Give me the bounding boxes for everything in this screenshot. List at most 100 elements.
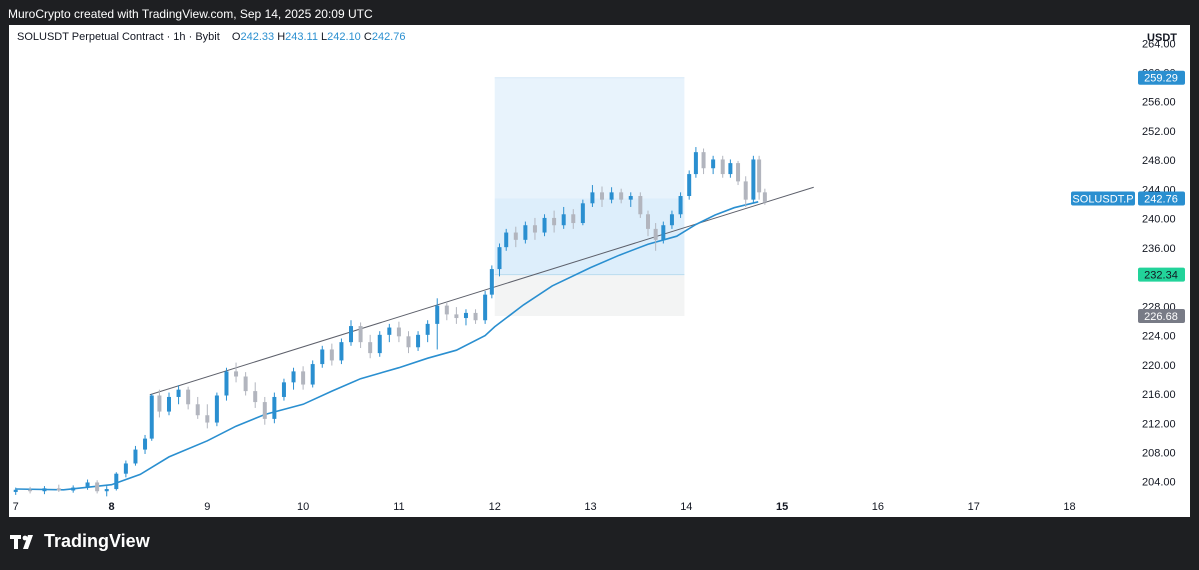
x-tick-label: 13 [584,501,596,513]
candle-body [149,395,154,439]
candle-body [176,389,181,397]
candle-body [143,438,148,450]
candle-body [609,192,614,200]
candle-body [463,312,468,319]
candle-body [571,214,576,224]
candle-body [166,396,171,412]
candle-body [95,482,100,492]
price-chart[interactable]: 204.00208.00212.00216.00220.00224.00228.… [9,25,1190,517]
open-value: 242.33 [240,31,275,43]
candle-body [214,395,219,423]
candle-body [310,364,315,385]
candle-body [205,415,210,423]
candle-body [743,181,748,200]
price-axis: 204.00208.00212.00216.00220.00224.00228.… [1142,38,1176,488]
candle-body [253,391,258,403]
price-label-bg [1138,267,1185,282]
zone-lower [494,274,685,316]
candle-body [669,214,674,226]
position-zone [494,77,685,316]
candle-body [580,203,585,224]
x-tick-label: 11 [393,501,404,513]
candle-body [186,389,191,405]
low-label: L [321,31,328,43]
candle-body [281,382,286,397]
candle-body [751,159,756,200]
candle-body [454,314,459,319]
time-axis: 7 8 9 10 11 12 13 14 15 16 17 18 [13,501,1076,513]
tradingview-brand[interactable]: TradingView [10,531,150,552]
candle-body [728,163,733,175]
candle-body [638,196,643,215]
candle-body [483,294,488,321]
y-tick-label: 208.00 [1142,448,1176,460]
price-label-bg [1138,191,1185,206]
open-label: O [231,31,241,43]
y-tick-label: 236.00 [1142,243,1176,255]
candle-body [497,247,502,270]
candle-body [590,192,595,204]
candle-body [711,159,716,169]
candle-body [104,489,109,492]
candle-body [619,192,624,200]
tradingview-logo-icon [10,534,33,549]
candle-body [513,232,518,240]
candle-body [473,312,478,321]
candle-body [532,225,537,233]
candle-body [368,342,373,354]
candle-body [736,163,741,182]
chart-attribution: MuroCrypto created with TradingView.com,… [8,7,373,21]
candle-body [329,349,334,361]
candle-body [301,371,306,385]
candle-body [13,489,18,492]
price-label: 242.76 [1144,193,1178,205]
x-tick-label: 10 [297,501,309,513]
candle-body [701,152,706,169]
x-tick-label: 7 [13,501,19,513]
candle-body [28,489,33,492]
symbol-legend[interactable]: SOLUSDT Perpetual Contract · 1h · Bybit … [17,31,405,43]
currency-label[interactable]: USDT [1147,32,1177,44]
candle-body [693,152,698,175]
candle-body [42,488,47,492]
chart-panel[interactable]: 204.00 208.00 212.00 216.00 220.00 224.00 228.… [9,25,1190,517]
y-tick-label: 212.00 [1142,418,1176,430]
candle-body [653,228,658,240]
x-tick-label: 14 [680,501,692,513]
trendline [149,186,814,396]
candle-body [234,371,239,377]
high-label: H [277,31,286,43]
candle-body [757,159,762,193]
x-tick-label: 15 [776,501,788,513]
trendline-segment [149,186,814,396]
candle-body [661,225,666,240]
candle-body [425,323,430,335]
candle-body [600,192,605,200]
candle-body [339,342,344,361]
candle-body [435,305,440,324]
y-tick-label: 240.00 [1142,214,1176,226]
candle-body [762,192,767,202]
y-tick-label: 204.00 [1142,477,1176,489]
price-label: 226.68 [1144,311,1178,323]
candle-body [523,225,528,240]
candle-body [358,326,363,343]
candle-body [542,217,547,233]
moving-average [15,201,759,491]
ma-line [15,201,759,491]
candle-body [416,334,421,348]
x-tick-label: 18 [1063,501,1075,513]
candle-body [406,336,411,348]
y-tick-label: 216.00 [1142,389,1176,401]
candle-body [561,214,566,226]
brand-name: TradingView [44,531,150,551]
candle-body [349,326,354,343]
candle-body [444,305,449,315]
candle-body [320,349,325,365]
symbol-title[interactable]: SOLUSDT Perpetual Contract · 1h · Bybit [17,31,220,43]
candle-body [720,159,725,175]
candle-body [645,214,650,229]
price-label: 232.34 [1144,270,1178,282]
y-tick-label: 220.00 [1142,360,1176,372]
x-tick-label: 16 [872,501,884,513]
